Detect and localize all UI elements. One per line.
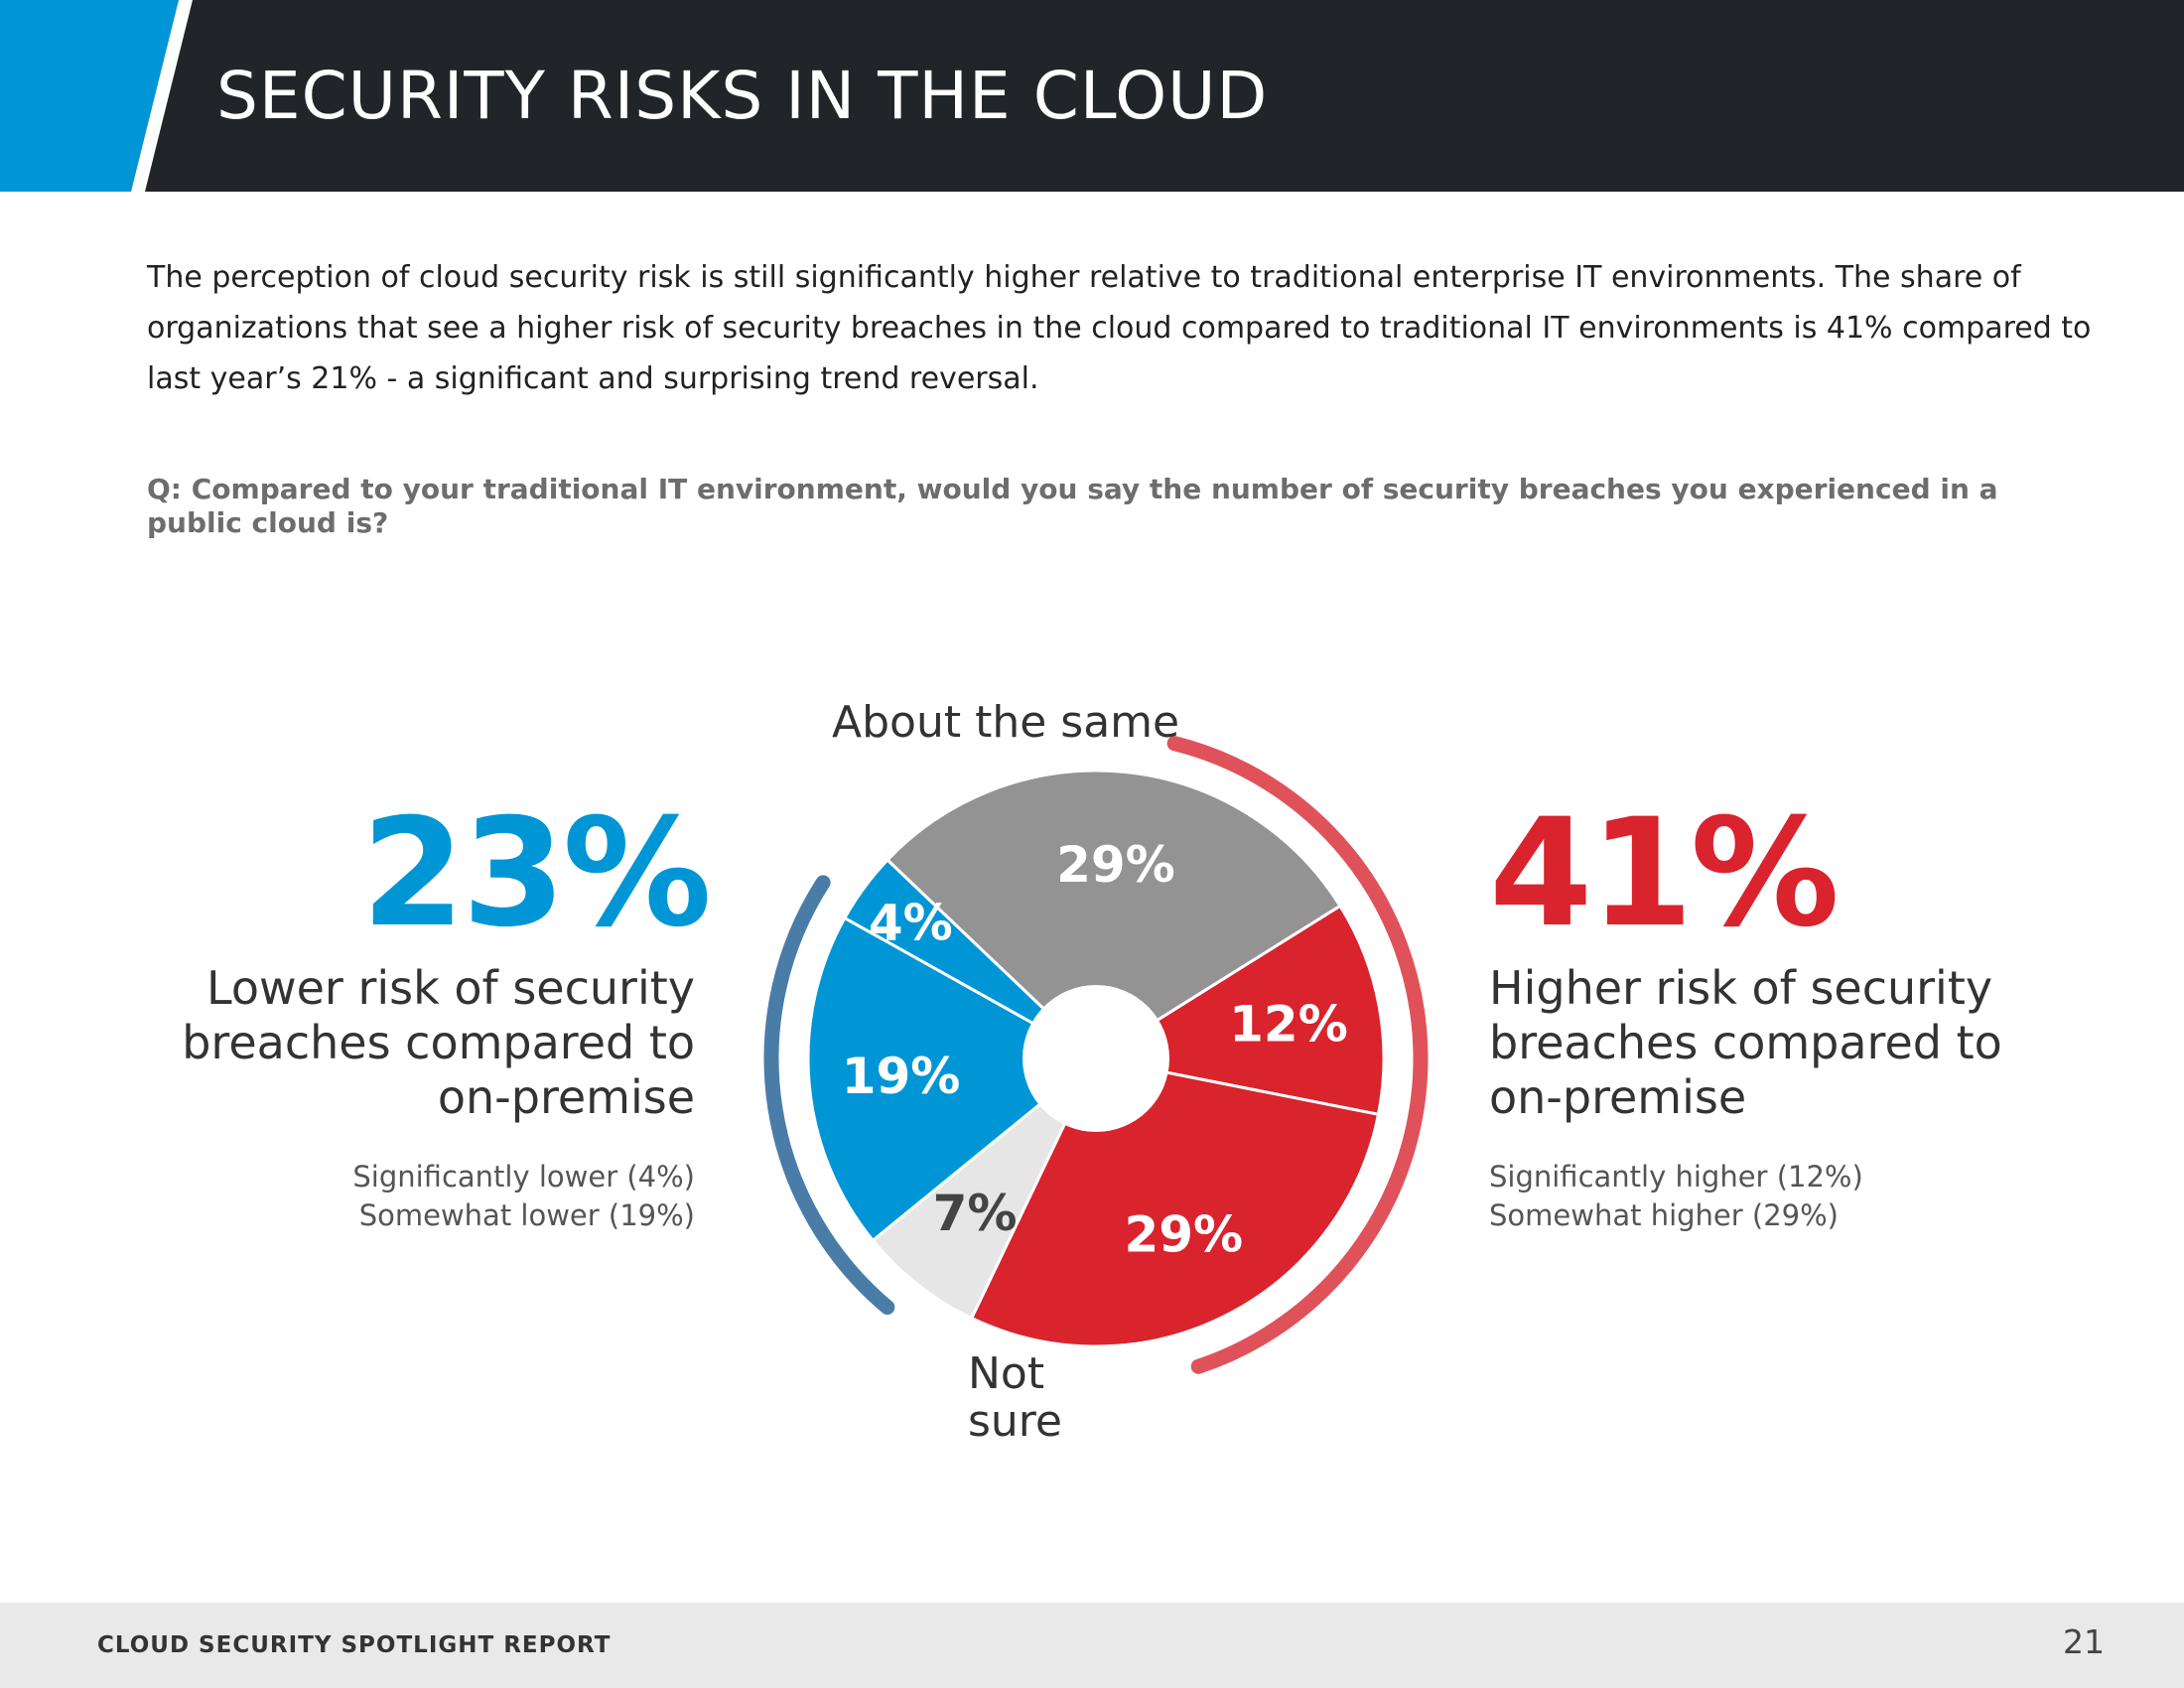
label-not-sure: Not sure xyxy=(968,1348,1063,1447)
slice-label-somewhat-higher: 29% xyxy=(1124,1205,1243,1263)
label-about-the-same: About the same xyxy=(832,697,1180,748)
survey-question: Q: Compared to your traditional IT envir… xyxy=(147,473,1998,539)
slice-label-significantly-lower: 4% xyxy=(869,894,953,951)
pie-slice-about-the-same xyxy=(885,769,1342,1060)
higher-risk-total: 41% xyxy=(1489,787,1840,960)
page-title: SECURITY RISKS IN THE CLOUD xyxy=(216,58,1269,134)
breakdown-significantly-higher: Significantly higher (12%) xyxy=(1489,1160,1863,1194)
pie-center-hole xyxy=(1023,985,1169,1132)
lower-risk-total: 23% xyxy=(360,787,712,960)
footer-report-name: CLOUD SECURITY SPOTLIGHT REPORT xyxy=(97,1632,612,1658)
outer-arc-lower-risk xyxy=(763,875,895,1315)
pie-slice-somewhat-higher xyxy=(969,1056,1381,1348)
breakdown-somewhat-lower: Somewhat lower (19%) xyxy=(358,1198,695,1232)
footer-page-number: 21 xyxy=(2063,1622,2105,1661)
slice-label-about-the-same: 29% xyxy=(1056,836,1175,894)
outer-arc-higher-risk xyxy=(1166,736,1429,1374)
higher-risk-description: Higher risk of security breaches compare… xyxy=(1489,961,2002,1124)
higher-risk-breakdown: Significantly higher (12%) Somewhat high… xyxy=(1489,1158,1985,1235)
footer-bar xyxy=(0,1603,2184,1688)
breakdown-significantly-lower: Significantly lower (4%) xyxy=(352,1160,695,1194)
lower-risk-description: Lower risk of security breaches compared… xyxy=(182,961,695,1124)
intro-paragraph: The perception of cloud security risk is… xyxy=(147,260,2092,396)
pie-slice-somewhat-lower xyxy=(806,915,1099,1243)
slice-label-somewhat-lower: 19% xyxy=(842,1048,961,1105)
pie-slice-not-sure xyxy=(871,1056,1098,1321)
breakdown-somewhat-higher: Somewhat higher (29%) xyxy=(1489,1198,1839,1232)
lower-risk-breakdown: Significantly lower (4%) Somewhat lower … xyxy=(199,1158,695,1235)
header-bar xyxy=(0,0,2184,192)
slice-label-not-sure: 7% xyxy=(933,1185,1018,1242)
slice-label-significantly-higher: 12% xyxy=(1229,995,1348,1053)
